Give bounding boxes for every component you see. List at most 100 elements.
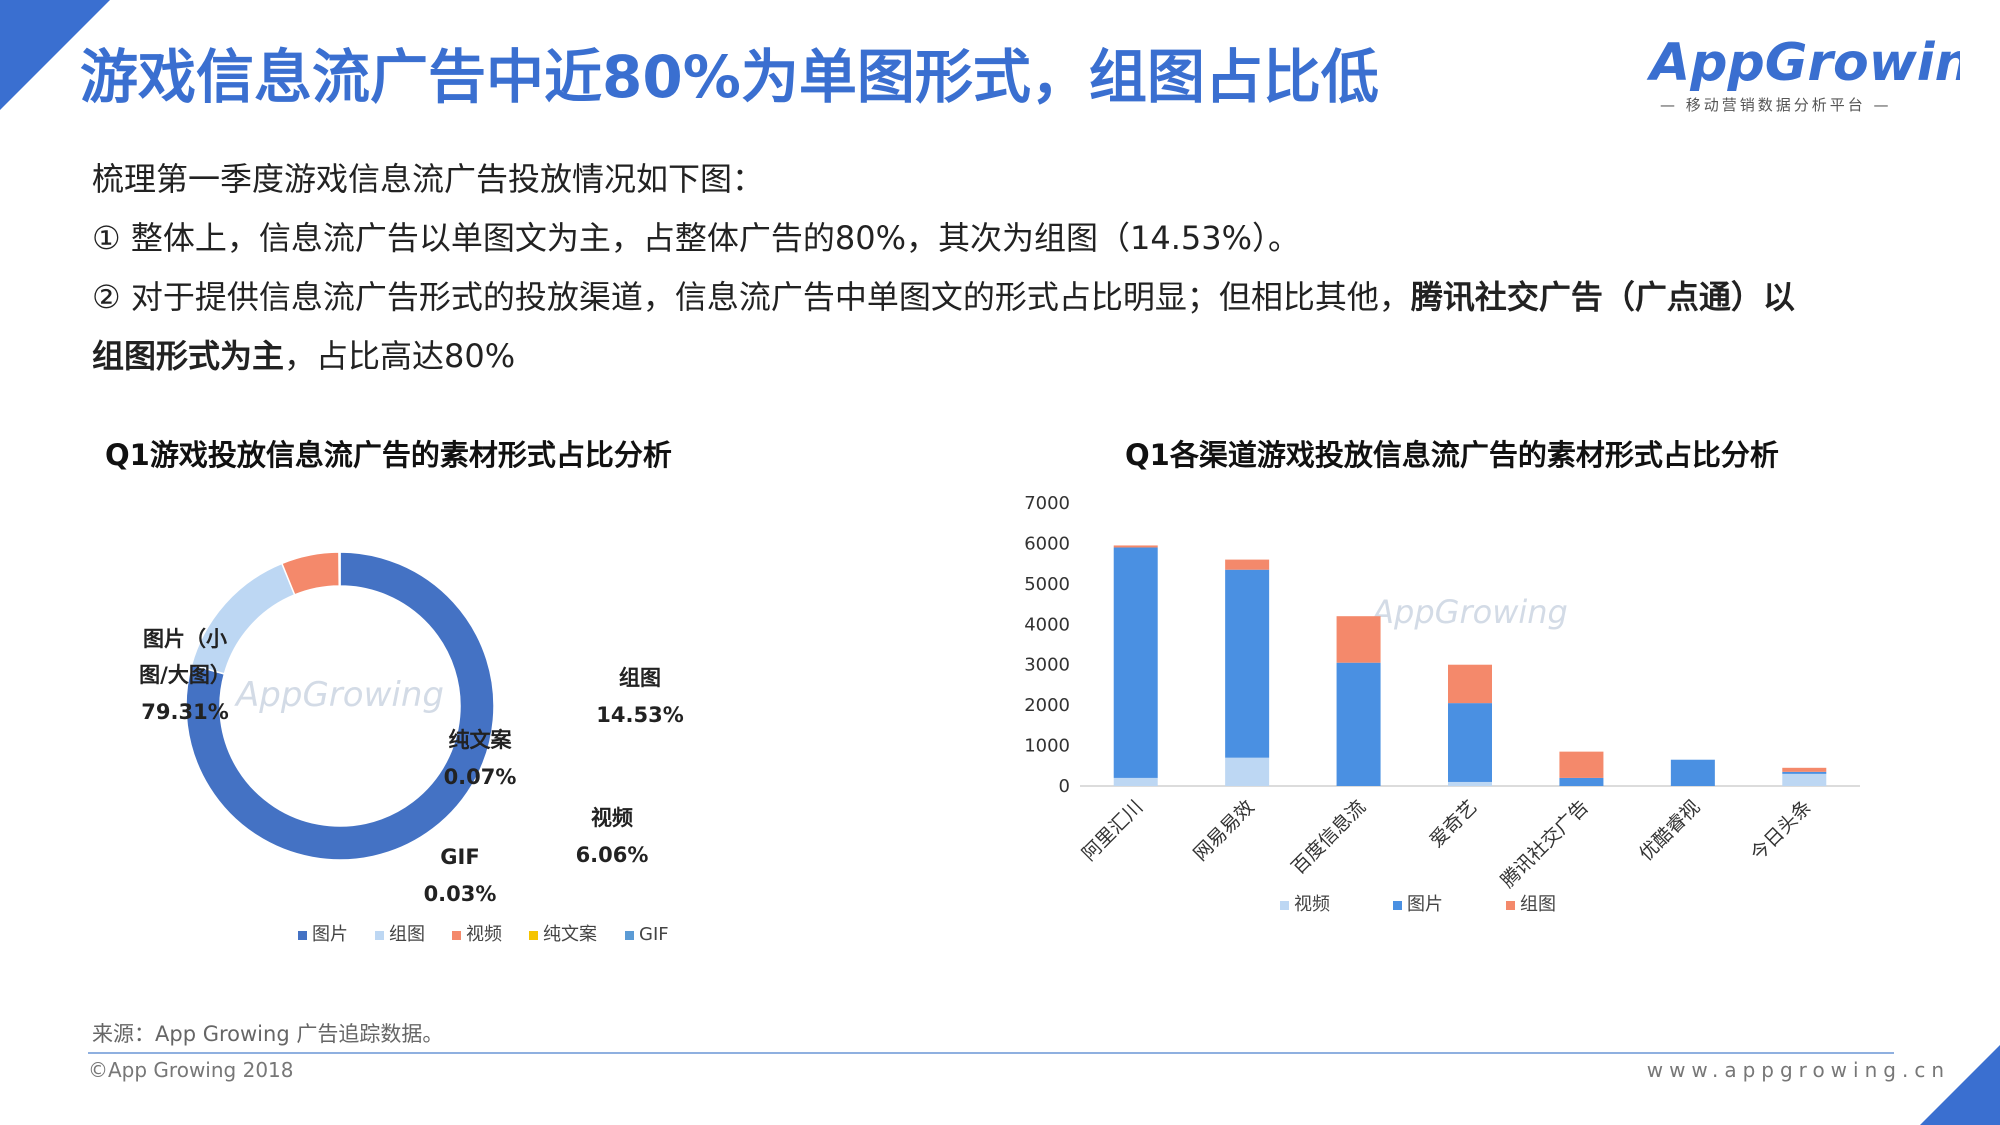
footer-divider <box>88 1052 1894 1054</box>
donut-chart-title: Q1游戏投放信息流广告的素材形式占比分析 <box>105 438 672 472</box>
x-tick-label: 优酷睿视 <box>1635 796 1704 865</box>
intro-line-4: 组图形式为主，占比高达80% <box>92 327 1892 386</box>
x-tick-label: 百度信息流 <box>1287 796 1370 879</box>
donut-label-name: 图/大图） <box>139 663 231 687</box>
y-tick-label: 3000 <box>1024 655 1070 676</box>
donut-slice-1 <box>185 551 495 861</box>
legend-swatch <box>1280 901 1289 910</box>
legend-swatch <box>1506 901 1515 910</box>
intro-line-4-text: ，占比高达80% <box>284 337 516 375</box>
bar-segment-图片 <box>1225 569 1270 758</box>
donut-legend-item: 组图 <box>375 924 425 945</box>
donut-label-value: 0.07% <box>444 765 517 789</box>
legend-label: 组图 <box>389 924 425 945</box>
intro-line-3: ② 对于提供信息流广告形式的投放渠道，信息流广告中单图文的形式占比明显；但相比其… <box>92 268 1892 327</box>
donut-label-value: 0.03% <box>424 882 497 906</box>
donut-label-name: 组图 <box>619 666 661 690</box>
app-growing-logo: AppGrowing — 移动营销数据分析平台 — <box>1646 33 1960 114</box>
x-tick-label: 腾讯社交广告 <box>1497 796 1593 892</box>
bar-legend-item: 视频 <box>1280 894 1330 915</box>
bar-segment-组图 <box>1559 751 1604 778</box>
donut-legend: 图片 组图 视频 纯文案 GIF <box>298 924 669 945</box>
legend-swatch <box>298 931 307 940</box>
bar-segment-视频 <box>1225 757 1270 786</box>
legend-label: 图片 <box>1407 894 1443 915</box>
bar-segment-图片 <box>1113 547 1158 778</box>
donut-watermark: AppGrowing <box>234 675 444 715</box>
y-tick-label: 6000 <box>1024 533 1070 554</box>
legend-swatch <box>375 931 384 940</box>
legend-swatch <box>625 931 634 940</box>
donut-legend-item: 图片 <box>298 924 348 945</box>
legend-swatch <box>529 931 538 940</box>
donut-label-3: 视频 6.06% <box>576 806 649 867</box>
bar-chart-title: Q1各渠道游戏投放信息流广告的素材形式占比分析 <box>1125 438 1779 472</box>
x-tick-label: 阿里汇川 <box>1078 796 1147 865</box>
donut-label-5: GIF 0.03% <box>424 845 497 906</box>
y-axis-ticks: 0 1000 2000 3000 4000 5000 6000 7000 <box>1024 493 1070 797</box>
bar-segment-组图 <box>1448 664 1492 704</box>
donut-label-2: 组图 14.53% <box>596 666 683 727</box>
bar-segment-组图 <box>1225 559 1270 570</box>
donut-label-4: 纯文案 0.07% <box>444 728 517 789</box>
bar-segment-视频 <box>1782 773 1827 786</box>
legend-label: 组图 <box>1520 894 1556 915</box>
corner-decoration-bottom <box>1920 1045 2000 1125</box>
legend-label: GIF <box>639 924 669 945</box>
bar-legend-item: 组图 <box>1506 894 1556 915</box>
donut-label-value: 14.53% <box>596 703 683 727</box>
intro-line-4-emphasis: 组图形式为主 <box>92 337 285 375</box>
legend-swatch <box>452 931 461 940</box>
donut-label-value: 79.31% <box>141 700 228 724</box>
legend-label: 纯文案 <box>543 924 597 945</box>
donut-legend-item: 视频 <box>452 924 502 945</box>
intro-line-1: 梳理第一季度游戏信息流广告投放情况如下图： <box>92 160 765 198</box>
website-url: www.appgrowing.cn <box>1646 1058 1950 1082</box>
logo-subtitle: — 移动营销数据分析平台 — <box>1660 96 1892 114</box>
bar-legend-item: 图片 <box>1393 894 1443 915</box>
bar-legend: 视频 图片 组图 <box>1280 894 1556 915</box>
donut-slice-2 <box>190 562 296 675</box>
donut-label-name: 视频 <box>591 806 633 830</box>
logo-text: AppGrowing <box>1646 33 1960 93</box>
donut-label-name: 图片（小 <box>143 627 227 651</box>
y-tick-label: 7000 <box>1024 493 1070 514</box>
donut-label-value: 6.06% <box>576 843 649 867</box>
x-tick-label: 网易易效 <box>1189 796 1258 865</box>
bar-segment-图片 <box>1448 703 1492 782</box>
bar-segment-组图 <box>1113 545 1158 548</box>
intro-text: 梳理第一季度游戏信息流广告投放情况如下图： ① 整体上，信息流广告以单图文为主，… <box>92 150 1892 386</box>
donut-chart: 图片（小图/大图） 79.31% 组图 14.53% 视频 6.06% 纯文案 0.07% GI… <box>139 551 684 945</box>
stacked-bar-chart: 0 1000 2000 3000 4000 5000 6000 7000 AppGrowing 阿… <box>1024 493 1860 915</box>
legend-swatch <box>1393 901 1402 910</box>
legend-label: 视频 <box>1294 894 1330 915</box>
corner-decoration <box>0 0 110 110</box>
donut-legend-item: 纯文案 <box>529 924 597 945</box>
x-tick-label: 今日头条 <box>1747 796 1816 865</box>
bar-segment-图片 <box>1336 662 1381 786</box>
bar-segment-图片 <box>1670 759 1715 786</box>
y-tick-label: 4000 <box>1024 614 1070 635</box>
copyright: ©App Growing 2018 <box>88 1058 294 1082</box>
bar-segment-图片 <box>1782 771 1827 774</box>
donut-legend-item: GIF <box>625 924 669 945</box>
donut-label-1: 图片（小图/大图） 79.31% <box>139 627 231 724</box>
bar-segment-组图 <box>1782 767 1827 772</box>
x-tick-label: 爱奇艺 <box>1426 796 1482 852</box>
bar-segment-图片 <box>1559 777 1604 786</box>
y-tick-label: 5000 <box>1024 574 1070 595</box>
legend-label: 图片 <box>312 924 348 945</box>
bar-watermark: AppGrowing <box>1370 593 1568 631</box>
legend-label: 视频 <box>466 924 502 945</box>
bar-segment-视频 <box>1448 781 1492 786</box>
donut-label-name: 纯文案 <box>449 728 513 752</box>
bar-stacks <box>1113 545 1827 786</box>
y-tick-label: 1000 <box>1024 736 1070 757</box>
intro-line-3-text: ② 对于提供信息流广告形式的投放渠道，信息流广告中单图文的形式占比明显；但相比其… <box>92 278 1411 316</box>
source-note: 来源：App Growing 广告追踪数据。 <box>92 1022 444 1046</box>
y-tick-label: 0 <box>1059 776 1070 797</box>
bar-segment-组图 <box>1336 616 1381 663</box>
intro-line-2: ① 整体上，信息流广告以单图文为主，占整体广告的80%，其次为组图（14.53%… <box>92 219 1301 257</box>
y-tick-label: 2000 <box>1024 695 1070 716</box>
donut-label-name: GIF <box>440 845 479 869</box>
